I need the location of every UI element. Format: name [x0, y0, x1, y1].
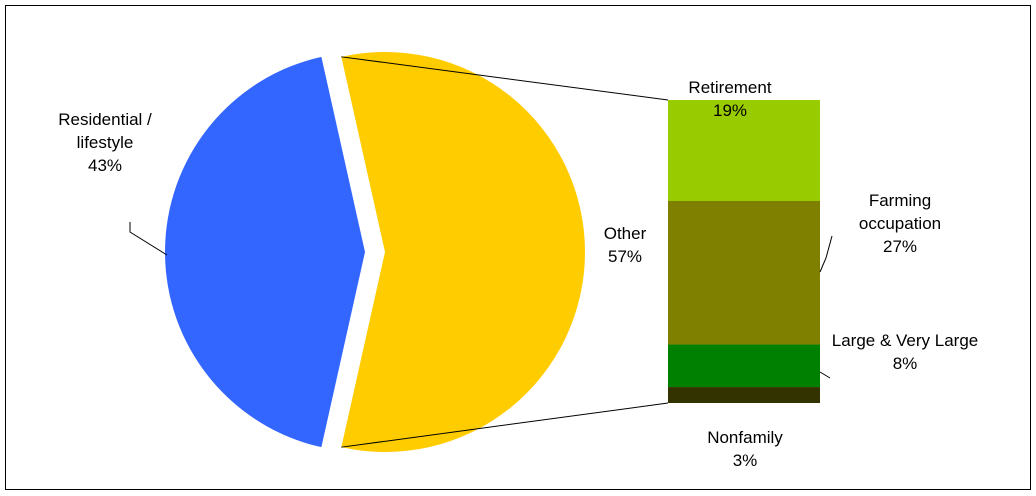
- label-name: Retirement: [688, 78, 772, 97]
- leader-line: [819, 371, 831, 379]
- label-name: Other: [603, 224, 647, 243]
- bar-label: Nonfamily 3%: [675, 426, 815, 472]
- label-value: 27%: [882, 237, 918, 256]
- connector: [341, 56, 669, 101]
- chart-frame: [5, 5, 1031, 490]
- bar-segment: [668, 201, 820, 345]
- label-name: Large & Very Large: [831, 331, 979, 350]
- label-value: 19%: [712, 101, 748, 120]
- leader-line: [129, 222, 168, 256]
- label-value: 3%: [732, 451, 758, 470]
- pie-slice: [165, 56, 365, 448]
- pie-label: Residential / lifestyle 43%: [40, 108, 170, 177]
- bar-label: Large & Very Large 8%: [830, 329, 980, 375]
- label-name: Nonfamily: [707, 428, 783, 447]
- label-value: 57%: [607, 247, 643, 266]
- bar-segment: [668, 387, 820, 403]
- label-name: Residential / lifestyle: [58, 110, 152, 152]
- leader-line: [819, 235, 833, 273]
- label-name: Farming occupation: [858, 191, 942, 233]
- bar-segment: [668, 100, 820, 201]
- connector: [341, 402, 669, 448]
- pie-slice: [341, 51, 586, 452]
- bar-segment: [668, 344, 820, 388]
- label-value: 43%: [87, 156, 123, 175]
- label-value: 8%: [892, 354, 918, 373]
- pie-label: Other 57%: [585, 222, 665, 268]
- bar-label: Farming occupation 27%: [830, 189, 970, 258]
- bar-label: Retirement 19%: [660, 76, 800, 122]
